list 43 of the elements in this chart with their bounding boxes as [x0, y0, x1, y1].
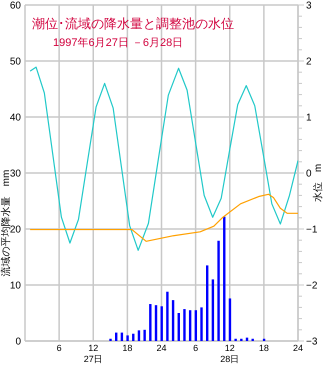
y-tick-label: 30 [10, 168, 22, 180]
x-tick-label: 6 [193, 343, 198, 353]
bar [212, 279, 214, 341]
bar [223, 216, 226, 341]
bar [132, 334, 134, 341]
x-tick-label: 24 [292, 343, 304, 353]
y2-tick-label: 0 [306, 168, 312, 180]
bar [206, 265, 208, 341]
bar [149, 304, 152, 341]
y2-tick-label: −1 [306, 224, 318, 236]
bar [194, 310, 198, 341]
bar [217, 240, 220, 341]
bar [166, 292, 169, 341]
x-tick-label: 18 [122, 343, 132, 353]
y-tick-label: 50 [10, 56, 22, 68]
text: 1997年6月27日 －6月28日 [53, 37, 184, 49]
x-tick-label: 12 27日 [84, 343, 103, 364]
y-tick-label: 40 [10, 112, 22, 124]
y2-axis-title: 水位 m [312, 164, 324, 202]
y-tick-label: 60 [10, 0, 22, 12]
bar [120, 332, 124, 341]
y2-tick-label: −3 [306, 336, 318, 348]
bar [178, 313, 180, 341]
bar [188, 310, 192, 341]
y2-tick-label: 1 [306, 112, 312, 124]
text: 潮位･流域の降水量と調整池の水位 [32, 16, 234, 31]
x-tick-label: 18 [258, 343, 269, 353]
bar [115, 332, 118, 341]
y-tick-label: 10 [10, 280, 22, 292]
y-tick-label: 20 [10, 224, 22, 236]
bar [143, 330, 146, 341]
line-series [30, 66, 299, 251]
line-series [30, 194, 299, 242]
y2-tick-label: 2 [306, 56, 312, 68]
y2-tick-label: −2 [306, 280, 318, 292]
y-tick-label: 0 [15, 336, 22, 348]
x-tick-label: 24 [156, 343, 167, 353]
bar [172, 300, 174, 341]
bar [126, 335, 129, 341]
x-tick-label: 6 [56, 343, 62, 353]
y2-tick-label: 3 [306, 0, 312, 12]
bar [160, 306, 163, 341]
x-tick-label: 12 28日 [220, 343, 240, 364]
